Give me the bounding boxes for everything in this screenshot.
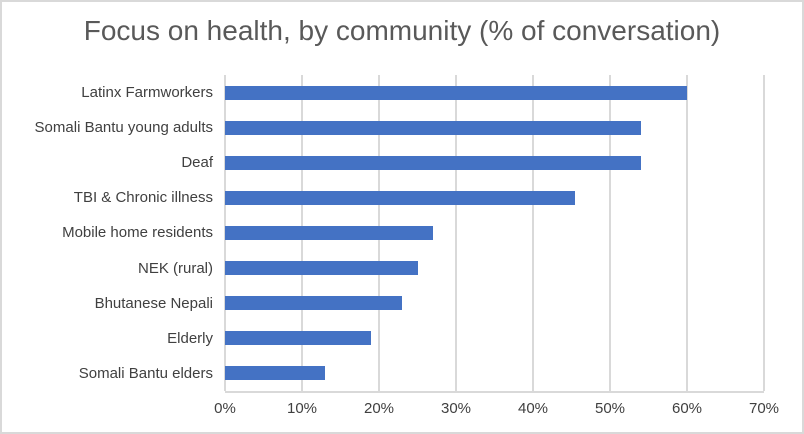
bar (225, 155, 641, 170)
gridline (609, 75, 611, 391)
category-label: TBI & Chronic illness (73, 189, 213, 207)
bar-row (225, 215, 764, 250)
bar-rows (225, 75, 764, 391)
bar-row (225, 75, 764, 110)
chart-title: Focus on health, by community (% of conv… (83, 15, 721, 46)
bar (225, 261, 418, 276)
category-label: NEK (rural) (137, 259, 213, 277)
bar (225, 225, 433, 240)
plot-area (224, 75, 765, 393)
bar (225, 331, 372, 346)
category-label: Latinx Farmworkers (81, 84, 213, 102)
bar (225, 120, 641, 135)
bar-row (225, 321, 764, 356)
bar (225, 190, 576, 205)
gridline (532, 75, 534, 391)
bar-row (225, 180, 764, 215)
bar-row (225, 286, 764, 321)
x-tick-label: 20% (363, 400, 395, 417)
x-tick-label: 50% (594, 400, 626, 417)
category-label: Bhutanese Nepali (94, 294, 213, 312)
category-label: Somali Bantu elders (78, 364, 213, 382)
bar-row (225, 356, 764, 391)
x-tick-label: 30% (440, 400, 472, 417)
x-tick-label: 10% (286, 400, 318, 417)
x-axis-line (225, 391, 764, 393)
x-tick-label: 0% (214, 400, 236, 417)
gridline (686, 75, 688, 391)
bar (225, 296, 403, 311)
category-label: Somali Bantu young adults (34, 119, 213, 137)
x-tick-label: 70% (748, 400, 780, 417)
category-label: Deaf (181, 154, 213, 172)
bar-row (225, 251, 764, 286)
x-tick-label: 40% (517, 400, 549, 417)
category-label: Mobile home residents (62, 224, 213, 242)
x-axis-tick-labels: 0% 10% 20% 30% 40% 50% 60% 70% (214, 400, 779, 420)
gridline (763, 75, 765, 391)
bar (225, 85, 687, 100)
bar (225, 366, 326, 381)
category-label: Elderly (167, 329, 213, 347)
x-tick-label: 60% (671, 400, 703, 417)
y-axis-category-labels: Latinx Farmworkers Somali Bantu young adu… (2, 75, 213, 391)
bar-row (225, 145, 764, 180)
bar-row (225, 110, 764, 145)
gridline (455, 75, 457, 391)
